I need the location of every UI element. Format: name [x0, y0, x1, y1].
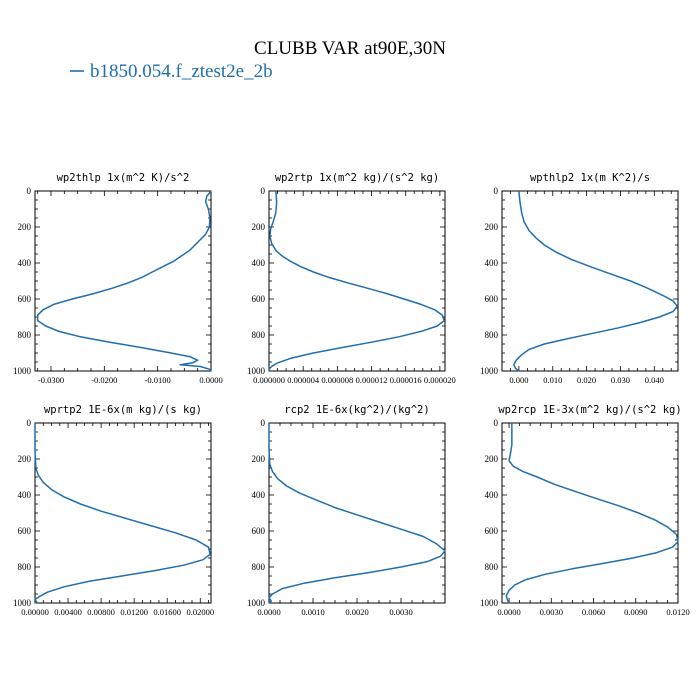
- x-tick-label: 0.00000: [21, 607, 49, 617]
- x-tick-label: 0.01600: [153, 607, 181, 617]
- x-tick-label: -0.0300: [38, 375, 64, 385]
- y-tick-label: 0: [494, 186, 499, 196]
- y-tick-label: 0: [261, 186, 266, 196]
- y-tick-label: 800: [485, 562, 499, 572]
- x-tick-label: 0.040: [645, 375, 664, 385]
- y-tick-label: 600: [485, 294, 499, 304]
- figure-title: CLUBB VAR at90E,30N: [254, 38, 446, 59]
- y-tick-label: 200: [18, 454, 32, 464]
- y-tick-label: 200: [252, 454, 266, 464]
- y-tick-label: 200: [485, 222, 499, 232]
- x-tick-label: 0.00800: [87, 607, 115, 617]
- x-tick-label: 0.000000: [253, 375, 285, 385]
- y-tick-label: 400: [485, 490, 499, 500]
- x-tick-label: 0.000012: [356, 375, 388, 385]
- y-tick-label: 600: [18, 526, 32, 536]
- x-tick-label: 0.01200: [120, 607, 148, 617]
- y-tick-label: 400: [252, 258, 266, 268]
- y-tick-label: 0: [27, 186, 32, 196]
- x-tick-label: 0.0000: [497, 607, 520, 617]
- y-tick-label: 600: [18, 294, 32, 304]
- x-tick-label: 0.000020: [424, 375, 456, 385]
- y-tick-label: 400: [18, 490, 32, 500]
- series-line: [268, 423, 446, 604]
- panel-4: wprtp2 1E-6x(m kg)/(s kg) 0 200 400 600 800 10…: [13, 404, 214, 617]
- x-tick-label: 0.0000: [199, 375, 222, 385]
- panel-title: wprtp2 1E-6x(m kg)/(s kg): [44, 404, 202, 416]
- x-tick-label: 0.000: [509, 375, 528, 385]
- series-line: [34, 423, 211, 604]
- y-tick-label: 600: [252, 526, 266, 536]
- panel-title: rcp2 1E-6x(kg^2)/(kg^2): [284, 404, 429, 416]
- series-line: [505, 423, 679, 604]
- x-tick-label: 0.0030: [540, 607, 563, 617]
- x-tick-label: 0.000016: [390, 375, 422, 385]
- y-tick-label: 800: [252, 330, 266, 340]
- plot-frame: [268, 190, 446, 372]
- x-tick-label: 0.0010: [301, 607, 324, 617]
- x-tick-label: 0.0030: [389, 607, 412, 617]
- plot-frame: [268, 422, 446, 604]
- y-tick-label: 0: [494, 418, 499, 428]
- y-tick-label: 200: [485, 454, 499, 464]
- y-tick-label: 1000: [480, 366, 499, 376]
- y-tick-label: 1000: [13, 598, 32, 608]
- panel-title: wpthlp2 1x(m K^2)/s: [530, 172, 650, 184]
- y-tick-label: 800: [18, 562, 32, 572]
- x-tick-label: -0.0200: [91, 375, 117, 385]
- y-tick-label: 1000: [247, 366, 266, 376]
- y-tick-label: 200: [18, 222, 32, 232]
- x-tick-label: 0.0060: [582, 607, 605, 617]
- panels: wp2thlp 1x(m^2 K)/s^2 0 200 400 600 800 1000 -0…: [13, 172, 690, 617]
- y-tick-label: 1000: [13, 366, 32, 376]
- y-tick-label: 400: [18, 258, 32, 268]
- y-tick-label: 400: [485, 258, 499, 268]
- panel-title: wp2rcp 1E-3x(m^2 kg)/(s^2 kg): [498, 404, 681, 416]
- panel-5: rcp2 1E-6x(kg^2)/(kg^2) 0 200 400 600 800 1000…: [247, 404, 446, 617]
- x-tick-label: 0.000004: [287, 375, 320, 385]
- x-tick-label: -0.0100: [145, 375, 171, 385]
- panel-1: wp2thlp 1x(m^2 K)/s^2 0 200 400 600 800 1000 -0…: [13, 172, 223, 385]
- y-tick-label: 800: [18, 330, 32, 340]
- y-tick-label: 0: [27, 418, 32, 428]
- series-line: [268, 190, 445, 372]
- plot-frame: [501, 190, 679, 372]
- y-tick-label: 1000: [480, 598, 499, 608]
- y-tick-label: 0: [261, 418, 266, 428]
- y-tick-label: 200: [252, 222, 266, 232]
- panel-title: wp2rtp 1x(m^2 kg)/(s^2 kg): [275, 172, 439, 184]
- x-tick-label: 0.010: [543, 375, 562, 385]
- x-tick-label: 0.0000: [257, 607, 280, 617]
- y-tick-label: 600: [252, 294, 266, 304]
- series-line: [36, 190, 212, 372]
- x-tick-label: 0.0120: [666, 607, 689, 617]
- x-tick-label: 0.000008: [321, 375, 353, 385]
- panel-2: wp2rtp 1x(m^2 kg)/(s^2 kg) 0 200 400 600 800 1…: [247, 172, 456, 385]
- x-tick-label: 0.0020: [345, 607, 368, 617]
- x-tick-label: 0.0090: [624, 607, 647, 617]
- y-tick-label: 400: [252, 490, 266, 500]
- x-tick-label: 0.02000: [186, 607, 214, 617]
- plot-frame: [501, 422, 679, 604]
- x-tick-label: 0.030: [611, 375, 630, 385]
- x-tick-label: 0.00400: [54, 607, 82, 617]
- y-tick-label: 600: [485, 526, 499, 536]
- panel-title: wp2thlp 1x(m^2 K)/s^2: [57, 172, 190, 184]
- panel-6: wp2rcp 1E-3x(m^2 kg)/(s^2 kg) 0 200 400 600 8…: [480, 404, 690, 617]
- series-line: [513, 190, 679, 372]
- legend-label: b1850.054.f_ztest2e_2b: [90, 61, 273, 82]
- x-tick-label: 0.020: [577, 375, 596, 385]
- panel-3: wpthlp2 1x(m K^2)/s 0 200 400 600 800 1000 0.00…: [480, 172, 679, 385]
- y-tick-label: 1000: [247, 598, 266, 608]
- y-tick-label: 800: [485, 330, 499, 340]
- y-tick-label: 800: [252, 562, 266, 572]
